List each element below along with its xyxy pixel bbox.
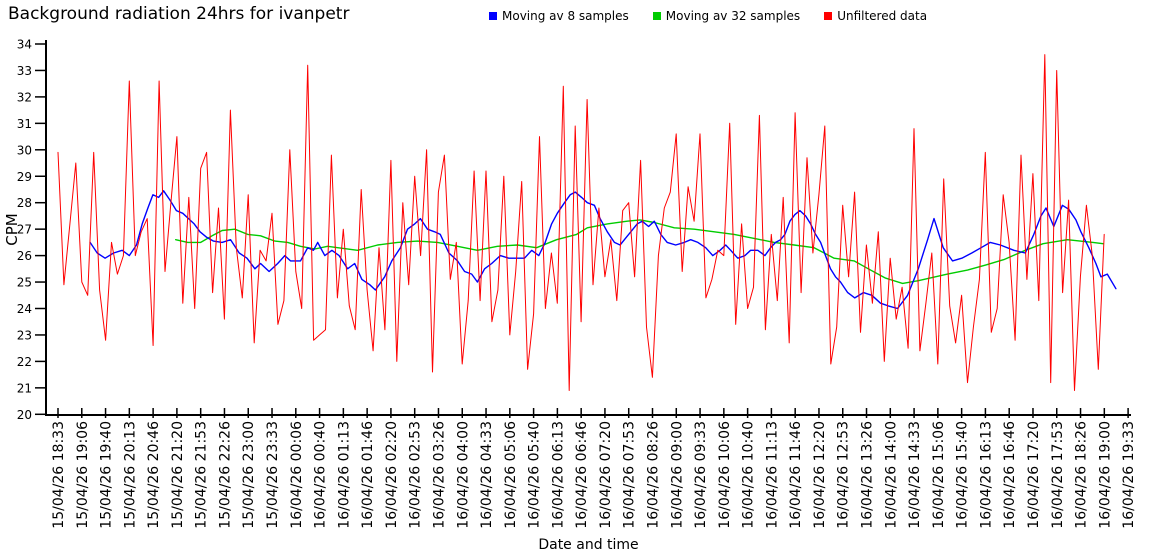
- x-tick-label: 16/04/26 00:40: [313, 421, 329, 529]
- x-tick-label: 16/04/26 12:20: [812, 421, 828, 529]
- series-line-moving-av-32: [174, 219, 1104, 285]
- y-tick-label: 20: [17, 408, 32, 422]
- y-tick-label: 23: [17, 328, 32, 342]
- y-tick-label: 27: [17, 223, 32, 237]
- y-tick-label: 30: [17, 143, 32, 157]
- x-tick-label: 16/04/26 19:00: [1097, 421, 1113, 529]
- legend-swatch-ma32-icon: [652, 12, 661, 20]
- x-tick-label: 15/04/26 20:13: [122, 421, 138, 529]
- y-tick-label: 21: [17, 381, 32, 395]
- chart-legend: Moving av 8 samples Moving av 32 samples…: [489, 9, 927, 23]
- x-tick-label: 15/04/26 23:00: [241, 421, 257, 529]
- y-tick-label: 22: [17, 355, 32, 369]
- x-tick-label: 16/04/26 11:46: [788, 421, 804, 529]
- y-tick-label: 28: [17, 196, 32, 210]
- x-tick-label: 15/04/26 23:33: [265, 421, 281, 529]
- y-tick-label: 34: [17, 38, 32, 52]
- x-tick-label: 16/04/26 18:26: [1074, 421, 1090, 529]
- legend-label-unfiltered: Unfiltered data: [837, 9, 928, 23]
- x-tick-label: 16/04/26 17:53: [1050, 421, 1066, 529]
- x-tick-label: 16/04/26 06:13: [550, 421, 566, 529]
- x-tick-label: 15/04/26 21:53: [194, 421, 210, 529]
- x-tick-label: 15/04/26 22:26: [217, 421, 233, 529]
- legend-swatch-ma8-icon: [489, 12, 497, 20]
- x-tick-label: 16/04/26 14:00: [883, 421, 899, 529]
- x-tick-label: 16/04/26 01:13: [336, 421, 352, 529]
- legend-swatch-unfiltered-icon: [824, 12, 833, 20]
- x-tick-label: 16/04/26 00:06: [289, 421, 305, 529]
- y-tick-label: 31: [17, 117, 32, 131]
- legend-label-ma32: Moving av 32 samples: [665, 9, 801, 23]
- x-tick-label: 16/04/26 08:26: [646, 421, 662, 529]
- x-tick-label: 16/04/26 11:13: [764, 421, 780, 529]
- x-tick-label: 16/04/26 14:33: [907, 421, 923, 529]
- x-tick-label: 16/04/26 19:33: [1121, 421, 1137, 529]
- x-tick-label: 16/04/26 06:46: [574, 421, 590, 529]
- x-tick-label: 16/04/26 01:46: [360, 421, 376, 529]
- y-tick-label: 24: [17, 302, 32, 316]
- chart-title: Background radiation 24hrs for ivanpetr: [8, 4, 350, 24]
- x-tick-label: 16/04/26 15:40: [955, 421, 971, 529]
- x-tick-label: 16/04/26 03:26: [431, 421, 447, 529]
- x-tick-label: 16/04/26 04:33: [479, 421, 495, 529]
- x-tick-label: 16/04/26 12:53: [836, 421, 852, 529]
- x-tick-label: 16/04/26 09:00: [669, 421, 685, 529]
- x-tick-label: 16/04/26 13:26: [860, 421, 876, 529]
- legend-item-ma32: Moving av 32 samples: [652, 9, 801, 23]
- x-tick-label: 16/04/26 07:53: [622, 421, 638, 529]
- y-axis-title: CPM: [3, 213, 21, 245]
- x-tick-label: 16/04/26 10:06: [717, 421, 733, 529]
- x-tick-label: 16/04/26 05:40: [527, 421, 543, 529]
- legend-item-ma8: Moving av 8 samples: [489, 9, 629, 23]
- x-tick-label: 16/04/26 16:13: [978, 421, 994, 529]
- x-tick-label: 16/04/26 16:46: [1002, 421, 1018, 529]
- x-tick-label: 16/04/26 05:06: [503, 421, 519, 529]
- x-tick-label: 16/04/26 04:00: [455, 421, 471, 529]
- x-tick-label: 16/04/26 17:20: [1026, 421, 1042, 529]
- x-tick-label: 16/04/26 15:06: [931, 421, 947, 529]
- x-tick-label: 16/04/26 02:20: [384, 421, 400, 529]
- y-tick-label: 26: [17, 249, 32, 263]
- legend-item-unfiltered: Unfiltered data: [824, 9, 927, 23]
- x-tick-label: 15/04/26 19:06: [75, 421, 91, 529]
- x-tick-label: 15/04/26 18:33: [51, 421, 67, 529]
- y-tick-label: 29: [17, 170, 32, 184]
- x-tick-label: 16/04/26 02:53: [408, 421, 424, 529]
- x-axis-title: Date and time: [538, 537, 638, 553]
- series-line-unfiltered: [57, 54, 1105, 391]
- x-tick-label: 16/04/26 07:20: [598, 421, 614, 529]
- y-tick-label: 33: [17, 64, 32, 78]
- y-tick-label: 32: [17, 90, 32, 104]
- y-tick-label: 25: [17, 276, 32, 290]
- x-tick-label: 15/04/26 19:40: [99, 421, 115, 529]
- x-tick-label: 15/04/26 20:46: [146, 421, 162, 529]
- x-tick-label: 16/04/26 10:40: [741, 421, 757, 529]
- x-tick-label: 15/04/26 21:20: [170, 421, 186, 529]
- x-tick-label: 16/04/26 09:33: [693, 421, 709, 529]
- legend-label-ma8: Moving av 8 samples: [502, 9, 629, 23]
